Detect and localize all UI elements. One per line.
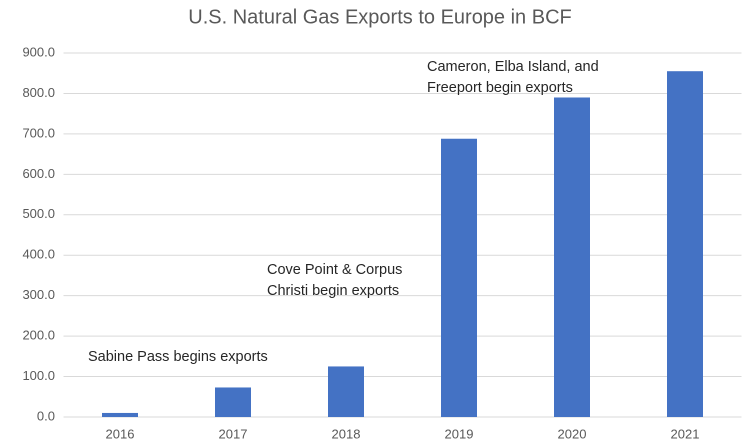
x-tick-label: 2021	[671, 426, 700, 441]
annotation: Christi begin exports	[267, 283, 399, 299]
y-tick-label: 900.0	[22, 44, 55, 59]
y-tick-label: 700.0	[22, 125, 55, 140]
y-tick-label: 300.0	[22, 287, 55, 302]
x-tick-label: 2020	[558, 426, 587, 441]
annotation: Cameron, Elba Island, and	[427, 59, 599, 75]
bar	[102, 412, 138, 417]
y-tick-label: 400.0	[22, 247, 55, 262]
bar	[215, 387, 251, 417]
y-tick-label: 500.0	[22, 206, 55, 221]
y-tick-label: 800.0	[22, 85, 55, 100]
y-tick-label: 600.0	[22, 166, 55, 181]
x-tick-label: 2016	[106, 426, 135, 441]
bar	[441, 138, 477, 417]
chart-title: U.S. Natural Gas Exports to Europe in BC…	[188, 6, 572, 28]
x-tick-label: 2018	[332, 426, 361, 441]
y-tick-label: 0.0	[37, 408, 55, 423]
bar	[667, 71, 703, 417]
bar	[554, 97, 590, 417]
x-tick-label: 2017	[219, 426, 248, 441]
annotation: Freeport begin exports	[427, 80, 573, 96]
y-tick-label: 200.0	[22, 328, 55, 343]
y-tick-label: 100.0	[22, 368, 55, 383]
bar	[328, 366, 364, 417]
annotation: Sabine Pass begins exports	[88, 349, 268, 365]
x-tick-label: 2019	[445, 426, 474, 441]
annotation: Cove Point & Corpus	[267, 262, 402, 278]
